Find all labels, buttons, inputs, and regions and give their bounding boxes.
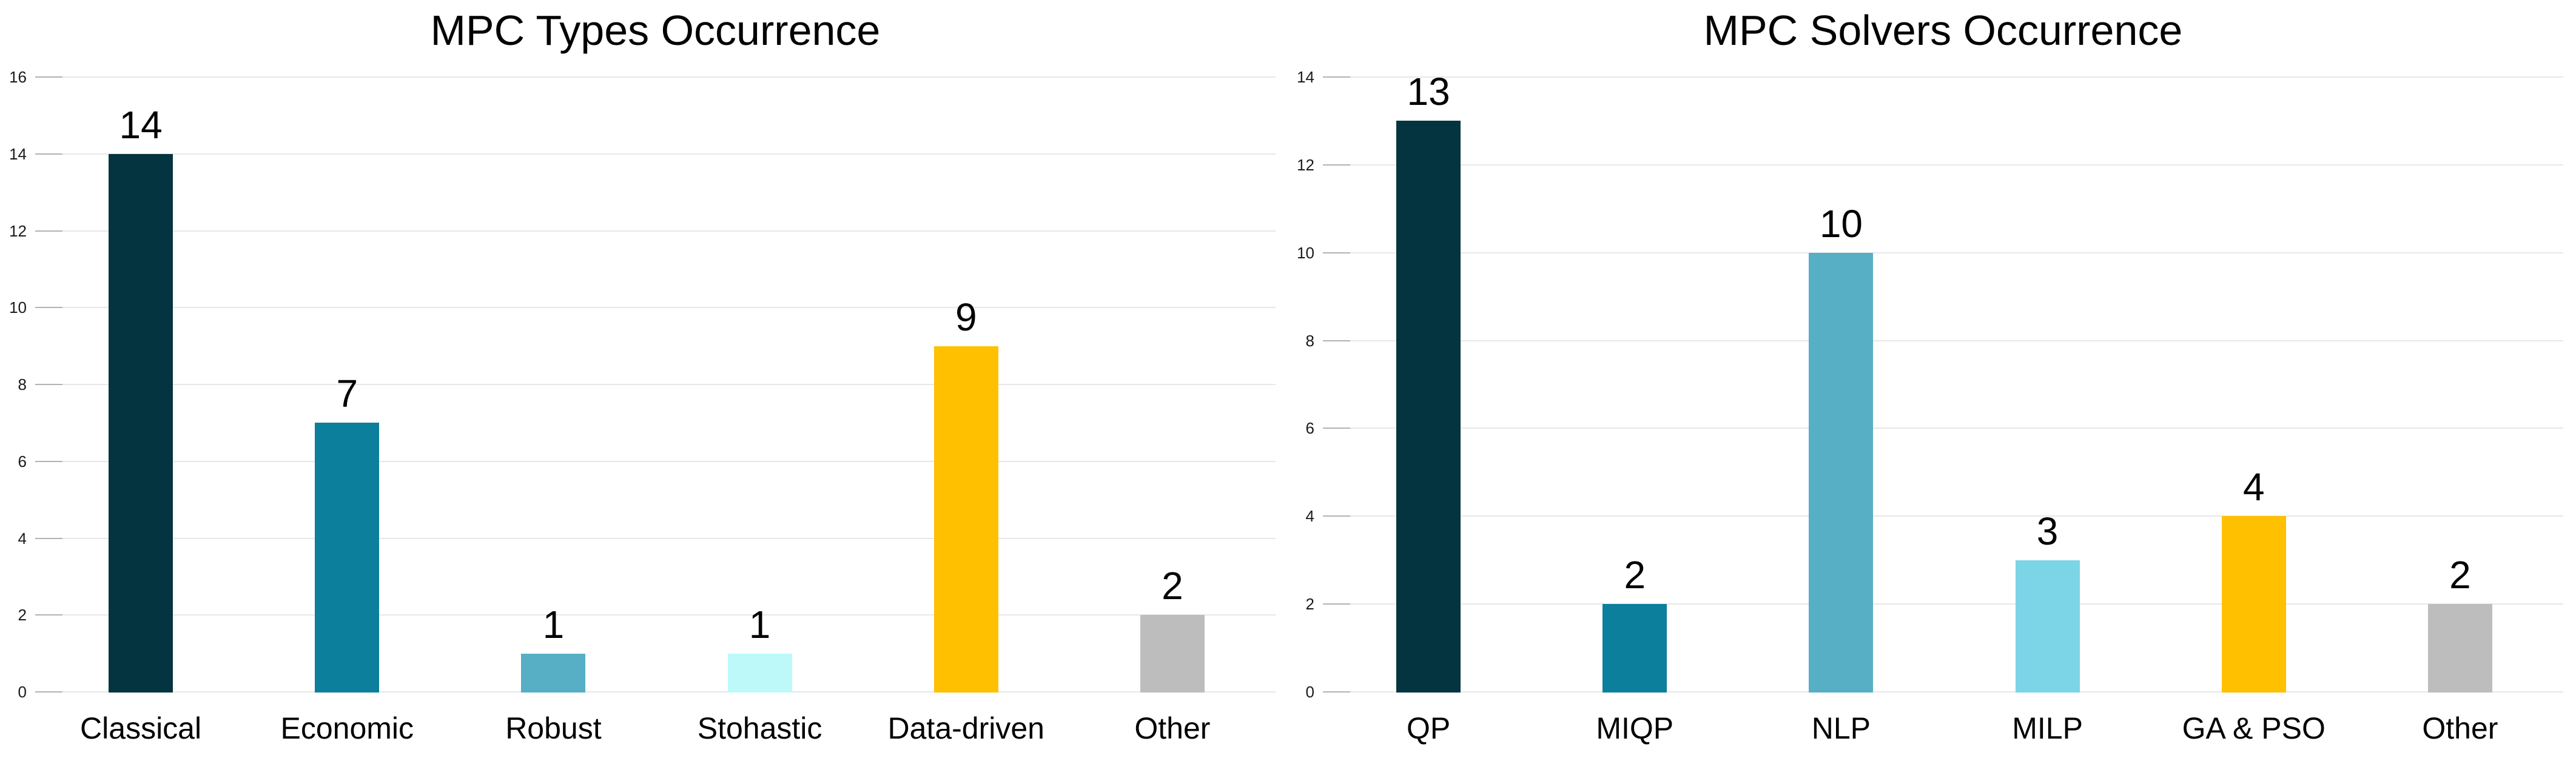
- y-axis-label: 0: [1305, 683, 1314, 701]
- chart-mpc-solvers: MPC Solvers Occurrence 0 2 4 6 8 10 12 14 13 QP 2 M…: [1288, 0, 2575, 758]
- x-axis-label-nlp: NLP: [1811, 711, 1871, 745]
- bar-value-label-stohastic: 1: [748, 602, 771, 646]
- y-axis-label: 10: [9, 298, 27, 317]
- gridline: [35, 230, 1276, 232]
- y-axis-label: 2: [18, 606, 27, 625]
- bar-value-label-milp: 3: [2036, 509, 2059, 553]
- x-axis-label-stohastic: Stohastic: [697, 711, 822, 745]
- x-axis-label-data-driven: Data-driven: [887, 711, 1044, 745]
- bar-robust: [521, 653, 586, 693]
- bar-value-label-data-driven: 9: [955, 295, 977, 339]
- y-axis-label: 0: [18, 683, 27, 701]
- axis-tick: [1323, 515, 1350, 517]
- axis-tick: [35, 460, 62, 462]
- chart-title: MPC Types Occurrence: [430, 7, 881, 54]
- bar-value-label-other: 2: [1162, 564, 1183, 608]
- y-axis-label: 2: [1305, 595, 1314, 614]
- axis-tick: [1323, 428, 1350, 429]
- bar-other: [2427, 604, 2492, 693]
- gridline: [1323, 691, 2563, 693]
- axis-tick: [35, 537, 62, 539]
- axis-tick: [1323, 603, 1350, 605]
- x-axis-label-classical: Classical: [80, 711, 202, 745]
- axis-tick: [1323, 252, 1350, 253]
- bar-stohastic: [727, 653, 792, 693]
- x-axis-label-miqp: MIQP: [1596, 711, 1674, 745]
- x-axis-label-robust: Robust: [505, 711, 602, 745]
- y-axis-label: 12: [9, 221, 27, 240]
- y-axis-label: 8: [18, 375, 27, 394]
- bar-value-label-ga-pso: 4: [2242, 465, 2265, 509]
- gridline: [35, 307, 1276, 309]
- gridline: [1323, 252, 2563, 253]
- gridline: [35, 537, 1276, 539]
- y-axis-label: 4: [18, 529, 27, 548]
- plot-area: 0 2 4 6 8 10 12 14 16 14 Classical 7 Economic 1 Robust…: [9, 68, 1276, 745]
- x-axis-label-milp: MILP: [2012, 711, 2083, 745]
- gridline: [1323, 603, 2563, 605]
- bar-value-label-nlp: 10: [1819, 201, 1863, 246]
- axis-tick: [35, 614, 62, 616]
- gridline: [35, 153, 1276, 155]
- gridline: [35, 384, 1276, 385]
- bar-value-label-economic: 7: [336, 372, 358, 416]
- axis-tick: [35, 230, 62, 232]
- axis-tick: [1323, 691, 1350, 693]
- gridline: [1323, 76, 2563, 78]
- gridline: [35, 76, 1276, 78]
- bar-value-label-classical: 14: [119, 102, 163, 147]
- bar-economic: [315, 423, 380, 693]
- bar-value-label-robust: 1: [542, 602, 565, 646]
- chart-mpc-types: MPC Types Occurrence 0 2 4 6 8 10 12 14 16 14 Clas…: [9, 7, 1276, 745]
- bar-classical: [109, 153, 173, 693]
- y-axis-label: 14: [1297, 68, 1314, 86]
- gridline: [35, 460, 1276, 462]
- axis-tick: [1323, 164, 1350, 166]
- axis-tick: [35, 76, 62, 78]
- axis-tick: [35, 384, 62, 385]
- bar-data-driven: [933, 346, 998, 693]
- gridline: [35, 614, 1276, 616]
- bar-value-label-miqp: 2: [1624, 553, 1646, 597]
- plot-area: 0 2 4 6 8 10 12 14 13 QP 2 MIQP 10 NLP 3 MILP 4 GA & PSO 2…: [1288, 0, 2575, 758]
- y-axis-label: 6: [18, 452, 27, 471]
- y-axis-label: 8: [1305, 331, 1314, 350]
- y-axis-label: 16: [9, 68, 27, 86]
- gridline: [1323, 428, 2563, 429]
- axis-tick: [1323, 76, 1350, 78]
- axis-tick: [1323, 340, 1350, 341]
- bar-value-label-qp: 13: [1407, 70, 1450, 114]
- gridline: [1323, 515, 2563, 517]
- y-axis-label: 10: [1297, 243, 1314, 262]
- gridline: [35, 691, 1276, 693]
- x-axis-label-other: Other: [2422, 711, 2498, 745]
- x-axis-label-other: Other: [1134, 711, 1211, 745]
- y-axis-label: 4: [1305, 507, 1314, 526]
- bar-qp: [1396, 121, 1461, 693]
- axis-tick: [35, 691, 62, 693]
- chart-title: MPC Solvers Occurrence: [1703, 7, 2183, 54]
- gridline: [1323, 340, 2563, 341]
- bar-miqp: [1602, 604, 1667, 693]
- x-axis-label-qp: QP: [1406, 711, 1451, 745]
- gridline: [1323, 164, 2563, 166]
- bar-other: [1140, 615, 1205, 693]
- bar-ga-pso: [2221, 516, 2286, 693]
- axis-tick: [35, 307, 62, 309]
- x-axis-label-ga-pso: GA & PSO: [2182, 711, 2325, 745]
- x-axis-label-economic: Economic: [280, 711, 414, 745]
- bar-nlp: [1809, 252, 1874, 693]
- y-axis-label: 12: [1297, 155, 1314, 174]
- axis-tick: [35, 153, 62, 155]
- y-axis-label: 14: [9, 144, 27, 163]
- bar-value-label-other: 2: [2449, 553, 2471, 597]
- bar-milp: [2015, 560, 2080, 693]
- y-axis-label: 6: [1305, 419, 1314, 438]
